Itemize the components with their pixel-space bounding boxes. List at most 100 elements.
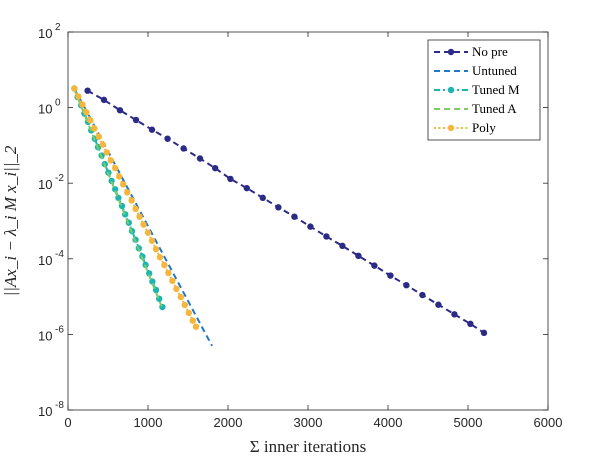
x-tick-label: 0 <box>64 415 71 430</box>
legend-label: No pre <box>472 44 508 59</box>
data-point <box>112 164 119 172</box>
data-point <box>196 155 204 162</box>
data-point <box>259 194 266 202</box>
series-line <box>73 88 163 307</box>
data-point <box>148 237 156 244</box>
data-point <box>75 93 82 100</box>
y-tick-exp: -6 <box>55 324 64 335</box>
legend-marker <box>447 86 455 94</box>
data-point <box>152 245 160 253</box>
data-point <box>307 223 314 230</box>
data-point <box>291 213 298 220</box>
y-tick-base: 10 <box>38 404 52 419</box>
y-tick-label: 10 -2 <box>38 173 64 192</box>
y-tick-base: 10 <box>38 102 52 117</box>
series-line <box>87 89 485 334</box>
data-point <box>100 96 108 104</box>
data-point <box>403 282 410 289</box>
data-point <box>371 262 378 269</box>
data-point <box>140 221 147 228</box>
data-point <box>144 229 152 236</box>
data-point <box>451 311 458 318</box>
series-no-pre <box>84 87 488 337</box>
data-point <box>173 285 180 293</box>
y-tick-base: 10 <box>38 26 52 41</box>
data-point <box>79 101 86 108</box>
y-tick-base: 10 <box>38 253 52 268</box>
data-point <box>339 242 346 250</box>
y-tick-label: 10 -8 <box>38 400 64 419</box>
y-tick-exp: 0 <box>55 98 61 109</box>
data-point <box>227 175 234 183</box>
x-tick-label: 6000 <box>534 415 563 430</box>
data-point <box>169 277 176 285</box>
data-point <box>323 233 330 240</box>
legend-entry: Tuned M <box>434 82 520 97</box>
legend-entry: No pre <box>434 44 508 59</box>
x-tick-label: 5000 <box>454 415 483 430</box>
legend-label: Untuned <box>472 63 517 78</box>
y-tick-exp: -8 <box>55 400 64 411</box>
legend: No pre Untuned Tuned M Tuned A Poly <box>427 39 541 141</box>
series-poly <box>71 85 200 330</box>
legend-label: Poly <box>472 120 496 135</box>
data-point <box>387 272 394 279</box>
data-point <box>132 205 139 213</box>
data-point <box>212 164 219 172</box>
y-tick-label: 10 -4 <box>38 249 64 268</box>
data-point <box>164 135 171 142</box>
x-tick-label: 1000 <box>134 415 163 430</box>
y-tick-exp: 2 <box>55 22 61 33</box>
data-point <box>181 301 188 309</box>
data-point <box>156 254 164 261</box>
data-point <box>136 213 143 220</box>
legend-label: Tuned M <box>472 82 520 97</box>
data-point <box>148 126 156 133</box>
y-tick-base: 10 <box>38 177 52 192</box>
y-tick-label: 10 0 <box>38 98 61 117</box>
data-point <box>149 278 156 285</box>
data-point <box>103 149 111 156</box>
y-tick-exp: -2 <box>55 173 64 184</box>
data-point <box>189 317 196 324</box>
x-tick-label: 2000 <box>214 415 243 430</box>
data-point <box>128 197 135 204</box>
legend-entry: Poly <box>434 120 496 135</box>
legend-box <box>427 39 541 141</box>
data-point <box>116 107 124 114</box>
data-point <box>99 141 107 148</box>
data-point <box>87 117 94 124</box>
data-point <box>165 269 172 277</box>
legend-marker <box>447 48 455 56</box>
data-point <box>108 177 115 185</box>
y-axis-label: ||Ax_i − λ_i M x_i||_2 <box>1 145 20 296</box>
x-tick-label: 3000 <box>294 415 323 430</box>
data-point <box>355 252 362 260</box>
data-point <box>480 329 488 337</box>
data-point <box>192 323 200 330</box>
data-point <box>71 85 78 92</box>
data-point <box>91 125 98 132</box>
data-point <box>419 291 426 299</box>
data-point <box>180 145 187 152</box>
legend-marker <box>447 124 455 132</box>
data-point <box>467 320 474 328</box>
legend-entry: Tuned A <box>434 101 517 116</box>
data-point <box>435 301 442 308</box>
series-untuned <box>73 88 213 347</box>
data-point <box>132 116 140 124</box>
x-axis-label: Σ inner iterations <box>250 437 367 456</box>
y-tick-label: 10 2 <box>38 22 61 41</box>
legend-label: Tuned A <box>472 101 517 116</box>
data-point <box>84 87 91 94</box>
y-tick-exp: -4 <box>55 249 64 260</box>
data-point <box>107 157 115 164</box>
x-tick-label: 4000 <box>374 415 403 430</box>
data-point <box>112 186 119 193</box>
y-tick-base: 10 <box>38 328 52 343</box>
data-point <box>146 270 153 277</box>
data-point <box>275 204 282 211</box>
data-point <box>116 173 123 180</box>
data-point <box>177 293 184 301</box>
